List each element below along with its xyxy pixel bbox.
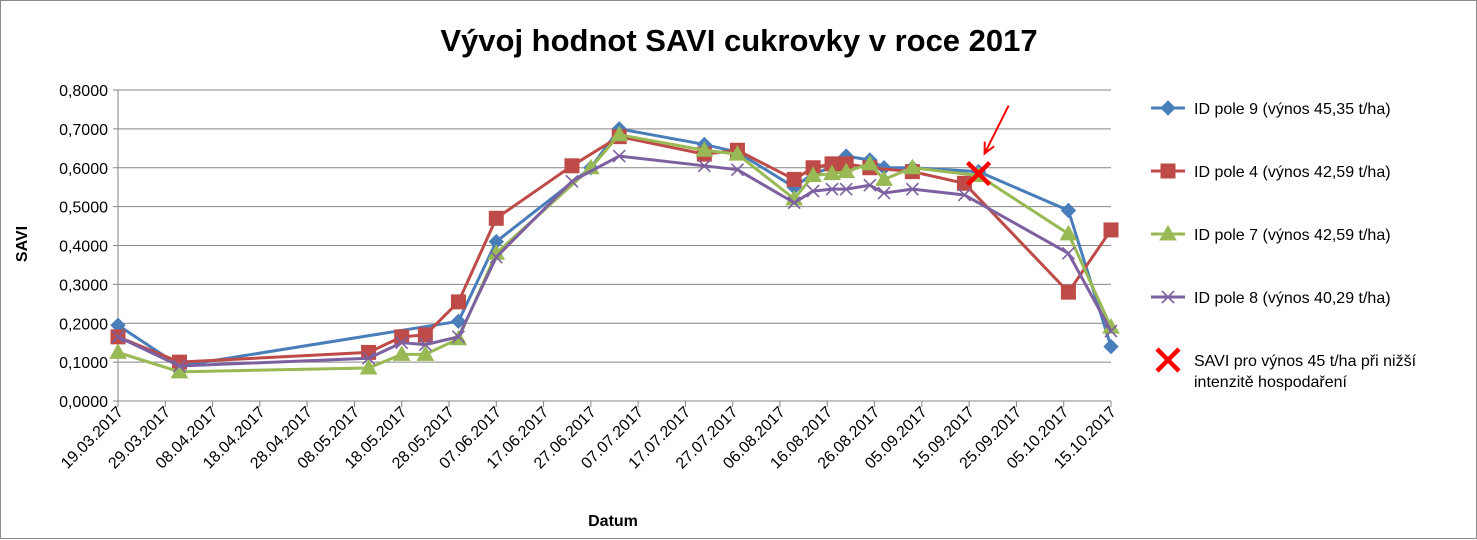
data-point: [1060, 202, 1077, 219]
y-tick-label: 0,5000: [59, 200, 108, 217]
data-point: [697, 159, 711, 173]
y-tick-label: 0,2000: [59, 316, 108, 333]
series-group: [109, 121, 1120, 379]
annotations: [983, 105, 1010, 156]
data-point: [610, 125, 629, 142]
legend-marker: [1160, 100, 1176, 116]
data-point: [786, 171, 802, 187]
y-tick-label: 0,0000: [59, 394, 108, 411]
data-point: [109, 343, 127, 359]
data-point: [362, 351, 376, 365]
data-point: [804, 166, 822, 183]
annotation-arrow-shaft: [983, 105, 1010, 155]
data-point: [416, 345, 435, 361]
y-tick-label: 0,4000: [59, 239, 108, 256]
y-tick-label: 0,3000: [59, 277, 108, 294]
data-point: [392, 345, 411, 361]
legend-entry-4: ID pole 8 (výnos 40,29 t/ha): [1151, 290, 1391, 307]
data-point: [966, 160, 992, 187]
y-tick-label: 0,6000: [59, 161, 108, 178]
annotation-arrow-head: [983, 141, 995, 156]
data-point: [806, 184, 820, 198]
series-line: [117, 127, 1113, 368]
legend-marker: [1160, 163, 1176, 179]
chart-title: Vývoj hodnot SAVI cukrovky v roce 2017: [440, 23, 1037, 58]
data-point: [359, 358, 378, 375]
data-point: [565, 174, 579, 188]
legend-entry-3: ID pole 7 (výnos 42,59 t/ha): [1151, 224, 1391, 244]
legend-label: ID pole 8 (výnos 40,29 t/ha): [1194, 290, 1391, 307]
data-point: [957, 188, 971, 202]
legend-label: ID pole 9 (výnos 45,35 t/ha): [1194, 101, 1391, 118]
legend-entry-5: SAVI pro výnos 45 t/ha při nižší intenzit…: [1155, 347, 1417, 391]
data-point: [695, 141, 714, 157]
data-point: [417, 327, 433, 343]
data-point: [1103, 338, 1119, 355]
data-point: [837, 162, 856, 179]
legend-entry-1: ID pole 9 (výnos 45,35 t/ha): [1151, 100, 1391, 118]
data-point: [1059, 224, 1078, 241]
legend-marker: [1155, 347, 1181, 373]
data-point: [905, 182, 919, 196]
y-axis-tick-labels: 0,0000 0,1000 0,2000 0,3000 0,4000 0,5000 0,60…: [59, 83, 108, 411]
data-point: [450, 294, 466, 310]
y-tick-label: 0,8000: [59, 83, 108, 100]
data-point: [488, 210, 504, 226]
data-point: [1104, 324, 1118, 338]
legend-label: intenzitě hospodaření: [1194, 374, 1348, 391]
data-point: [860, 154, 879, 171]
legend-marker: [1159, 224, 1177, 241]
data-point: [903, 158, 922, 175]
data-point: [863, 178, 877, 192]
data-point: [612, 149, 626, 163]
data-point: [1060, 284, 1076, 300]
data-point: [875, 170, 893, 186]
data-point: [395, 336, 409, 350]
y-axis-title: SAVI: [14, 226, 31, 262]
data-point: [730, 163, 745, 177]
data-point: [728, 145, 747, 161]
series-2: [110, 129, 1119, 370]
data-point: [489, 250, 503, 264]
legend-entry-2: ID pole 4 (výnos 42,59 t/ha): [1151, 163, 1391, 181]
series-4: [111, 149, 1118, 373]
data-point: [877, 186, 891, 200]
data-point: [172, 359, 187, 373]
data-point: [825, 182, 839, 196]
x-axis-tick-labels: 19.03.201729.03.201708.04.201718.04.2017…: [58, 401, 1120, 472]
legend-label: ID pole 4 (výnos 42,59 t/ha): [1194, 164, 1391, 181]
data-point: [787, 196, 801, 210]
legend-label: SAVI pro výnos 45 t/ha při nižší: [1194, 353, 1417, 370]
data-point: [823, 164, 841, 181]
y-tick-label: 0,7000: [59, 122, 108, 139]
data-point: [451, 330, 466, 344]
data-point: [450, 313, 467, 330]
legend: ID pole 9 (výnos 45,35 t/ha) ID pole 4 (v…: [1151, 100, 1417, 391]
legend-marker: [1161, 290, 1175, 304]
legend-label: ID pole 7 (výnos 42,59 t/ha): [1194, 227, 1391, 244]
data-point: [564, 158, 580, 174]
series-5: [966, 160, 992, 187]
data-point: [111, 330, 125, 344]
x-axis-title: Datum: [588, 513, 638, 530]
data-point: [839, 182, 853, 196]
data-point: [418, 338, 432, 352]
y-tick-label: 0,1000: [59, 355, 108, 372]
data-point: [1061, 246, 1076, 260]
data-point: [1103, 222, 1119, 238]
